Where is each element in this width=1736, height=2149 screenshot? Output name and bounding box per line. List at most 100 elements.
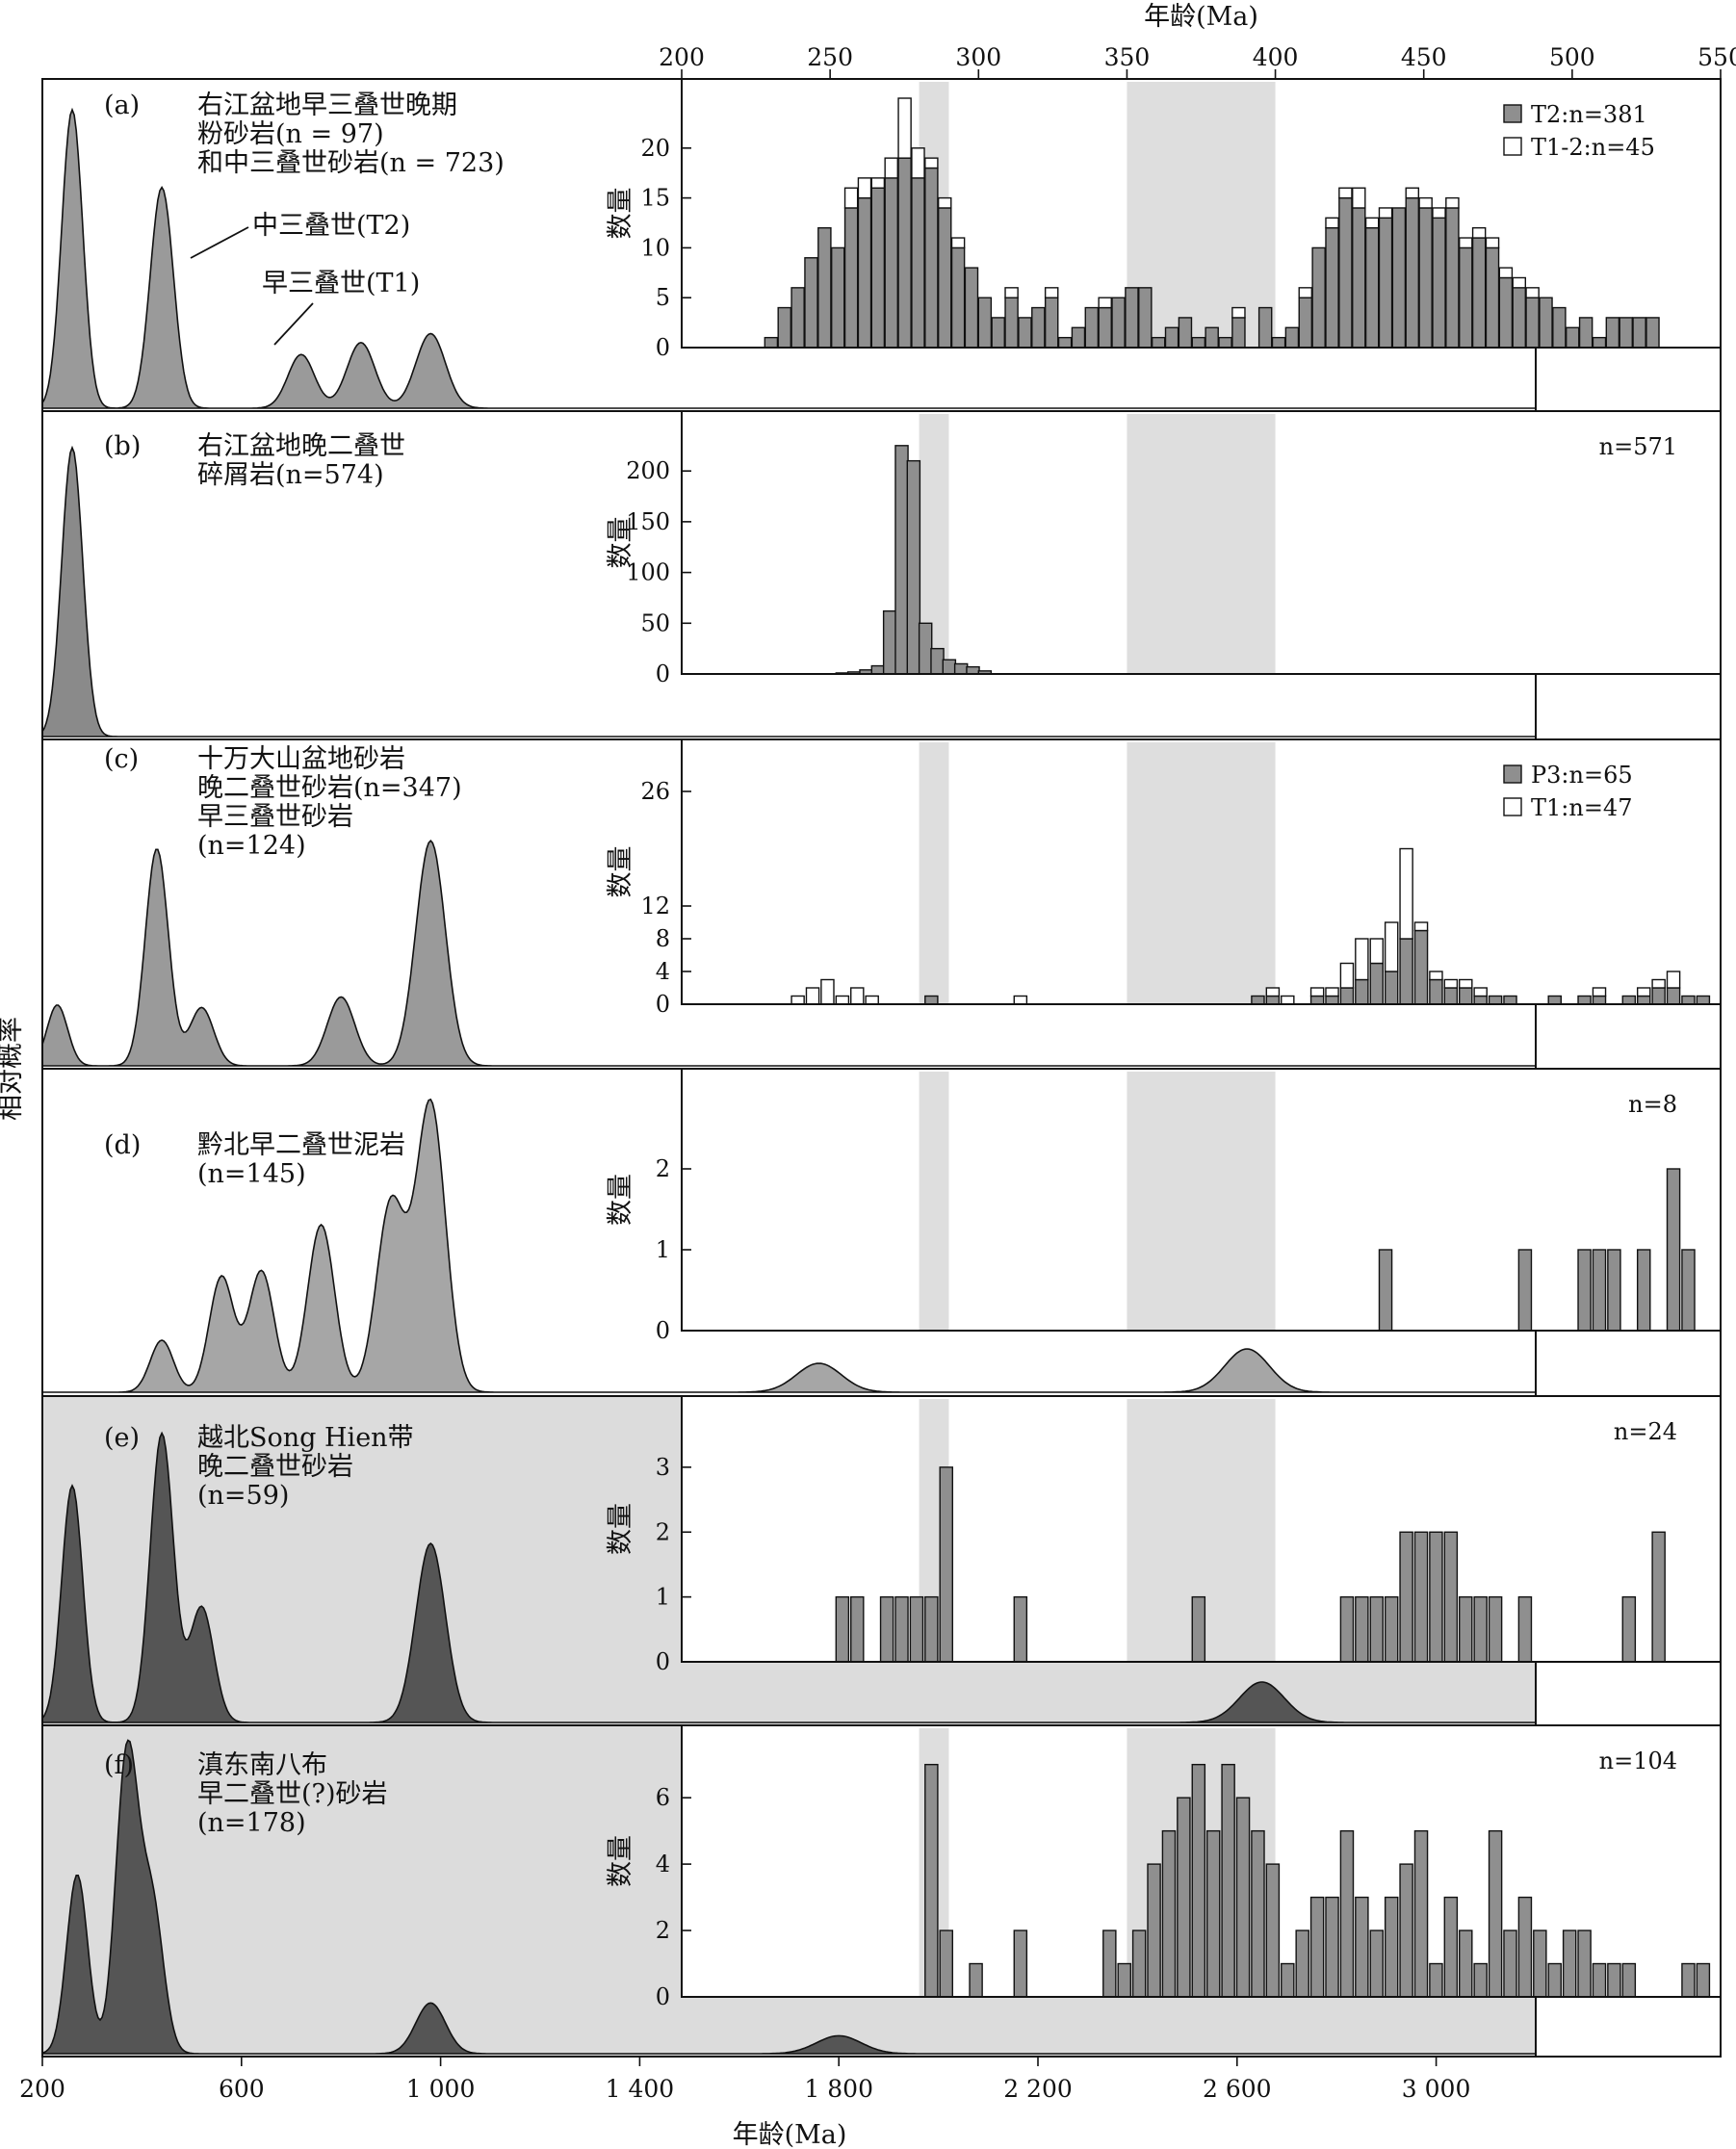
panel-e-bar: [1651, 1531, 1666, 1663]
panel-a-bar: [1231, 317, 1246, 349]
panel-c-legend-label: T1:n=47: [1531, 794, 1632, 821]
panel-a-legend-swatch: [1503, 137, 1522, 156]
panel-f-bar: [1503, 1929, 1517, 1998]
annotation-t2: 中三叠世(T2): [252, 211, 410, 241]
panel-a-bar: [1071, 326, 1086, 349]
panel-f-bar: [1517, 1896, 1533, 1998]
panel-c-bar: [1443, 987, 1459, 1005]
panel-c-bar: [1488, 995, 1503, 1005]
panel-b-inset-ylabel: 数量: [606, 517, 635, 569]
panel-a-bar: [1205, 326, 1219, 349]
panel-e-bar: [1517, 1595, 1533, 1663]
panel-a-ytick-label: 20: [640, 135, 670, 162]
bottom-xtick-label: 600: [219, 2075, 265, 2103]
panel-c-bar: [1309, 995, 1325, 1005]
panel-f-bar: [1235, 1797, 1251, 1998]
panel-c-title-line: (n=124): [197, 831, 306, 861]
panel-a-bar: [884, 177, 898, 349]
panel-e-bar: [1384, 1595, 1399, 1663]
panel-a-ytick-label: 5: [656, 284, 670, 311]
panel-e-bar: [850, 1595, 865, 1663]
panel-c-bar: [1309, 987, 1325, 997]
panel-a-bar: [1044, 297, 1059, 349]
panel-a-bar: [1178, 317, 1193, 349]
panel-a-bar: [777, 306, 791, 349]
panel-a-bar: [1405, 196, 1420, 349]
panel-a-bar: [964, 267, 979, 349]
panel-c-legend-swatch: [1503, 797, 1522, 816]
panel-a-bar: [1485, 237, 1500, 249]
panel-c-bar: [1577, 995, 1592, 1005]
panel-a-bar: [1632, 317, 1646, 349]
panel-b-bar: [966, 665, 980, 675]
panel-d-inset-frame: [681, 1068, 1722, 1332]
panel-a-bar: [843, 187, 859, 209]
panel-d-bar: [1607, 1249, 1621, 1332]
panel-f-bar: [1533, 1929, 1547, 1998]
bottom-xtick-label: 200: [19, 2075, 65, 2103]
panel-c-bar: [1265, 987, 1281, 997]
panel-b-title-line: 右江盆地晚二叠世: [197, 431, 405, 461]
panel-a-bar: [1164, 326, 1179, 349]
panel-f-bar: [1191, 1763, 1206, 1998]
panel-a-inset-ylabel: 数量: [606, 188, 635, 240]
panel-c-bar: [820, 978, 835, 1005]
panel-c-bar: [1459, 978, 1473, 989]
panel-c-band-2: [1127, 742, 1276, 1004]
panel-a-bar: [1298, 297, 1313, 349]
panel-b-ytick-label: 0: [656, 660, 670, 687]
panel-a-bar: [1565, 326, 1580, 349]
panel-c-bar: [835, 995, 850, 1005]
panel-a-tag: (a): [104, 91, 140, 120]
panel-c-band-1: [919, 742, 949, 1004]
panel-f-ytick-label: 6: [656, 1784, 670, 1811]
panel-e-ytick-label: 2: [656, 1518, 670, 1545]
panel-a-bar: [1218, 336, 1232, 349]
panel-f-bar: [1177, 1797, 1191, 1998]
panel-a-bar: [1111, 297, 1126, 349]
panel-f-bar: [1399, 1863, 1413, 1998]
panel-f-bar: [1251, 1829, 1265, 1998]
panel-c-tag: (c): [104, 744, 139, 774]
panel-f-bar: [1607, 1962, 1621, 1998]
panel-a-ytick-label: 15: [640, 185, 670, 212]
panel-e-title-line: (n=59): [197, 1481, 289, 1511]
panel-f-bar: [1473, 1962, 1488, 1998]
panel-f-bar: [1309, 1896, 1325, 1998]
bottom-xtick-label: 1 000: [406, 2075, 476, 2103]
panel-f-bar: [1459, 1929, 1473, 1998]
panel-a-bar: [1445, 207, 1460, 349]
panel-b-bar: [906, 459, 921, 675]
panel-e-inset-frame: [681, 1395, 1722, 1663]
y-axis-label: 相对概率: [0, 1017, 26, 1121]
panel-d-title-line: 黔北早二叠世泥岩: [197, 1130, 405, 1160]
panel-f-bar: [1562, 1929, 1577, 1998]
panel-a-bar: [843, 207, 859, 349]
panel-a-bar: [950, 246, 966, 349]
panel-f-bar: [1147, 1863, 1161, 1998]
panel-c-inset-ylabel: 数量: [606, 846, 635, 898]
top-axis-label: 年龄(Ma): [1144, 2, 1258, 32]
panel-c-bar: [1384, 971, 1399, 1005]
panel-f-tag: (f): [104, 1750, 134, 1780]
panel-c-bar: [1636, 995, 1651, 1005]
panel-a-bar: [1057, 336, 1073, 349]
panel-b-ytick-label: 200: [626, 457, 670, 484]
panel-c-bar: [924, 995, 939, 1005]
panel-c-bar: [1325, 995, 1339, 1005]
panel-f-bar: [1325, 1896, 1339, 1998]
panel-c-bar: [1621, 995, 1637, 1005]
panel-c-ytick-label: 4: [656, 958, 670, 985]
panel-a-bar: [1378, 217, 1393, 349]
panel-a-bar: [1619, 317, 1633, 349]
panel-a-bar: [790, 287, 805, 349]
panel-f-inset-frame: [681, 1724, 1722, 1998]
panel-b-bar: [918, 622, 933, 675]
panel-a-legend-label: T1-2:n=45: [1531, 134, 1655, 161]
panel-e-bar: [1013, 1595, 1028, 1663]
panel-e-bar: [879, 1595, 894, 1663]
panel-f-title-line: 滇东南八布: [197, 1750, 327, 1780]
top-xtick-label: 500: [1549, 43, 1595, 71]
